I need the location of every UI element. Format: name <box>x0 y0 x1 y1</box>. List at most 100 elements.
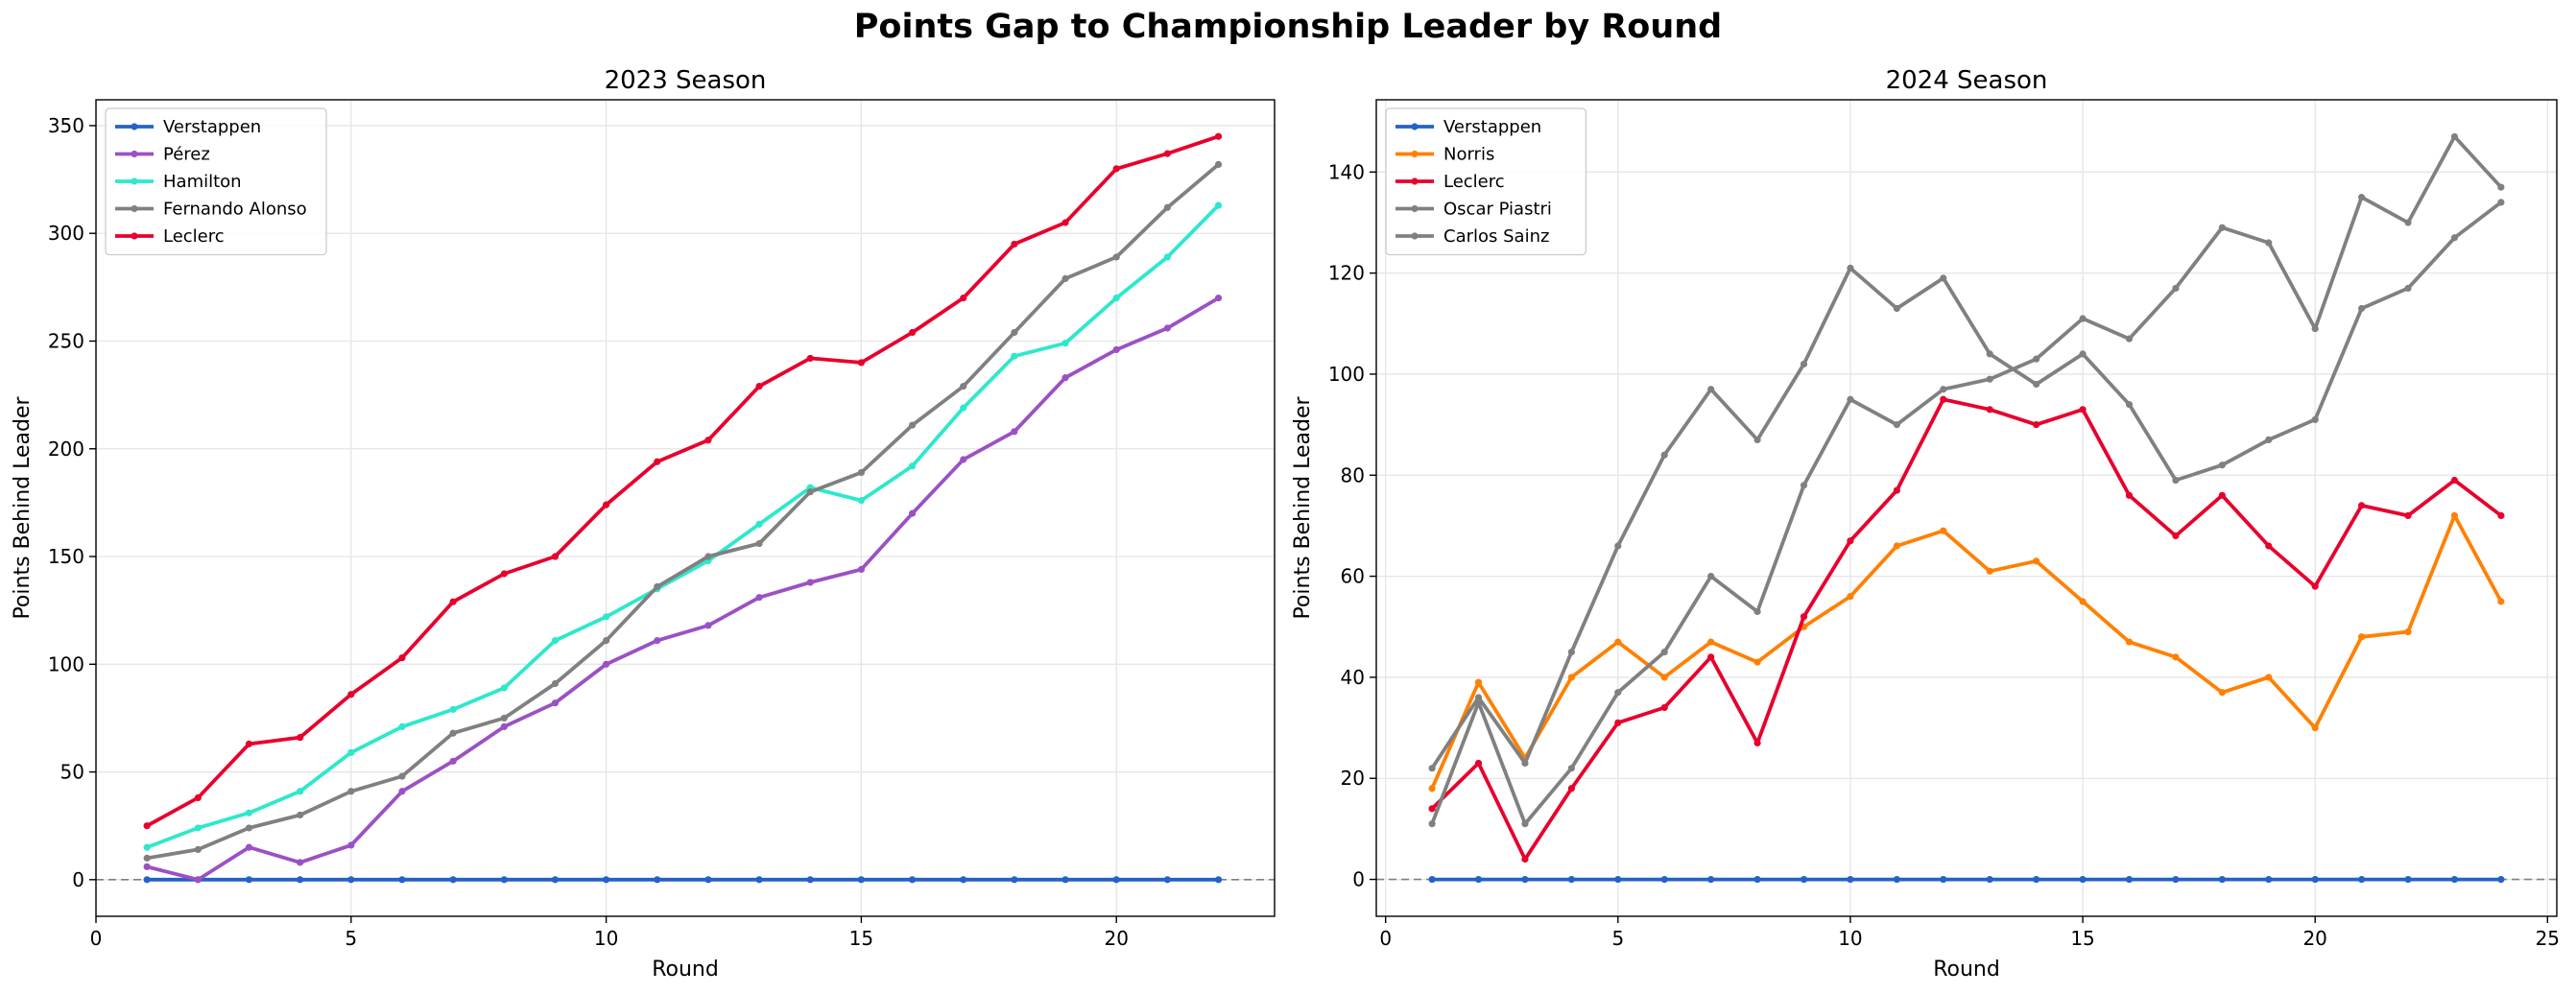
legend-item-leclerc: Leclerc <box>115 226 225 247</box>
data-point <box>1428 765 1436 772</box>
series-carlos-sainz <box>1428 199 2505 772</box>
data-point <box>2172 532 2180 540</box>
data-point <box>2497 183 2505 191</box>
data-point <box>1940 395 1947 403</box>
data-point <box>1011 240 1018 248</box>
data-point <box>1428 785 1436 793</box>
data-point <box>2311 582 2319 590</box>
legend-item-fernando-alonso: Fernando Alonso <box>115 200 307 220</box>
data-point <box>398 722 406 731</box>
data-point <box>1567 648 1575 656</box>
data-point <box>2125 335 2134 343</box>
y-tick-label: 150 <box>48 545 84 568</box>
data-point <box>1567 785 1575 793</box>
data-point <box>2265 542 2273 550</box>
legend-box <box>105 107 327 256</box>
legend-box <box>1385 107 1587 256</box>
data-point <box>2311 875 2319 884</box>
data-point <box>2033 355 2040 363</box>
data-point <box>1474 678 1483 686</box>
data-point <box>1061 876 1069 884</box>
data-point <box>2172 476 2180 485</box>
data-point <box>2265 875 2273 884</box>
data-point <box>551 636 560 645</box>
data-point <box>1428 805 1436 813</box>
data-point <box>1163 324 1171 332</box>
data-point <box>1061 274 1069 282</box>
legend-label: Verstappen <box>163 117 261 137</box>
data-point <box>245 809 253 816</box>
data-point <box>1214 294 1223 302</box>
data-point <box>1163 150 1171 157</box>
data-point <box>2311 324 2319 333</box>
data-point <box>551 876 560 884</box>
data-point <box>449 729 457 737</box>
data-point <box>500 570 508 578</box>
data-point <box>2079 875 2087 884</box>
data-point <box>297 811 304 819</box>
data-point <box>1800 875 1808 884</box>
data-point <box>1800 360 1808 368</box>
data-point <box>1986 406 1993 414</box>
data-point <box>2358 194 2366 201</box>
legend-label: Norris <box>1443 145 1494 165</box>
data-point <box>755 520 763 528</box>
series-leclerc <box>1428 395 2505 864</box>
data-point <box>908 328 917 337</box>
figure-title: Points Gap to Championship Leader by Rou… <box>853 8 1723 46</box>
data-point <box>603 636 610 645</box>
data-point <box>1214 160 1223 168</box>
series-verstappen <box>1428 875 2505 884</box>
data-point <box>2033 875 2040 884</box>
data-point <box>806 876 814 884</box>
y-tick-label: 100 <box>48 652 84 675</box>
data-point <box>1112 876 1120 884</box>
data-point <box>1707 653 1715 661</box>
series-oscar-piastri <box>1428 132 2505 828</box>
data-point <box>1061 374 1069 382</box>
data-point <box>1614 719 1622 726</box>
data-point <box>1986 350 1993 358</box>
data-point <box>2079 350 2087 358</box>
data-point <box>2125 638 2134 646</box>
data-point <box>806 354 814 363</box>
y-tick-label: 100 <box>1328 363 1365 386</box>
data-point <box>2404 284 2412 293</box>
data-point <box>1112 294 1120 302</box>
y-tick-label: 40 <box>1341 666 1365 689</box>
data-point <box>143 876 151 884</box>
data-point <box>1614 875 1622 884</box>
series-line-leclerc <box>1430 397 2503 862</box>
data-point <box>2497 511 2505 519</box>
data-point <box>960 456 967 463</box>
data-point <box>551 699 560 707</box>
legend-item-verstappen: Verstappen <box>115 117 261 137</box>
data-point <box>806 488 814 496</box>
data-point <box>2311 723 2319 732</box>
data-point <box>449 757 457 765</box>
series-perez <box>143 294 1223 884</box>
y-axis-label: Points Behind Leader <box>11 396 35 620</box>
data-point <box>1660 451 1668 459</box>
data-point <box>1112 253 1120 261</box>
data-point <box>1660 648 1668 656</box>
data-point <box>2358 875 2366 884</box>
data-point <box>1940 875 1947 884</box>
data-point <box>1521 820 1529 828</box>
data-point <box>654 636 661 645</box>
data-point <box>1847 395 1854 403</box>
series-line-carlos-sainz <box>1430 201 2503 769</box>
data-point <box>1893 486 1900 494</box>
data-point <box>2125 400 2134 409</box>
data-point <box>1660 703 1668 712</box>
data-point <box>857 497 866 505</box>
data-point <box>704 437 712 444</box>
y-tick-label: 300 <box>48 222 84 245</box>
data-point <box>704 876 712 884</box>
data-point <box>654 876 661 884</box>
y-tick-label: 350 <box>48 114 84 137</box>
data-point <box>551 679 560 688</box>
data-point <box>1428 820 1436 828</box>
